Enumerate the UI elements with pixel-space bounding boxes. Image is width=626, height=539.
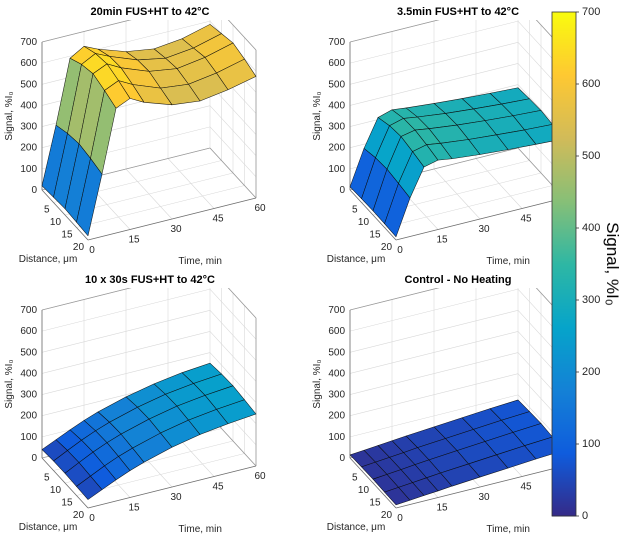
subplot-20min-fus-ht: 20min FUS+HT to 42°C — [2, 2, 298, 270]
colorbar-label-text: Signal, %I₀ — [603, 222, 622, 306]
subplot-title-control: Control - No Heating — [404, 274, 512, 286]
subplot-10x30s-fus-ht: 10 x 30s FUS+HT to 42°C — [2, 270, 298, 538]
surface-plot-10x30s — [2, 288, 298, 538]
surface-plot-20min — [2, 20, 298, 270]
subplot-title-10x30s: 10 x 30s FUS+HT to 42°C — [84, 274, 216, 286]
subplot-title-3-5min: 3.5min FUS+HT to 42°C — [396, 6, 520, 18]
subplot-title-20min: 20min FUS+HT to 42°C — [90, 6, 210, 18]
colorbar — [548, 6, 606, 534]
colorbar-canvas — [548, 6, 606, 534]
